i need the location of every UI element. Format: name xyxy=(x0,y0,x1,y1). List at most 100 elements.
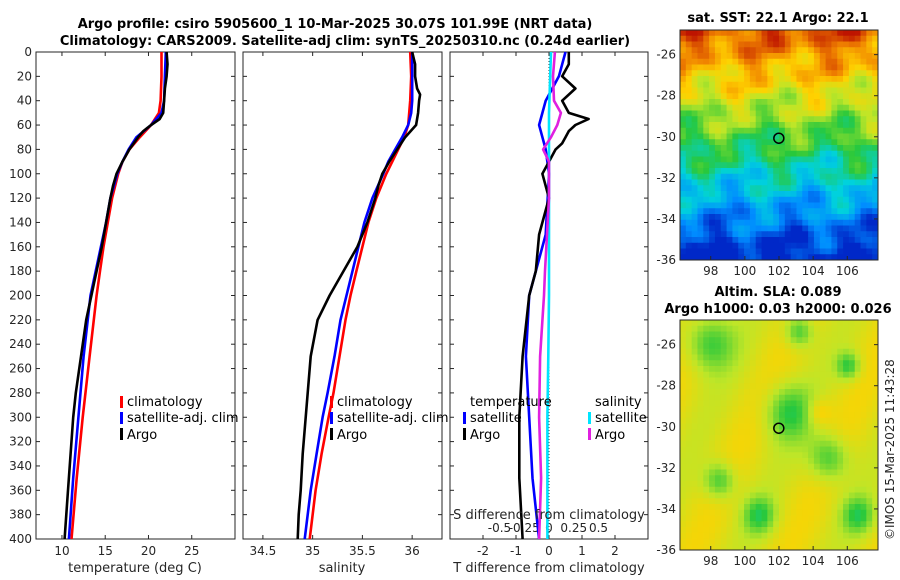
map-cell xyxy=(831,389,838,396)
y-tick-label: -34 xyxy=(656,502,676,516)
map-cell xyxy=(843,156,850,163)
map-cell xyxy=(802,492,809,499)
map-cell xyxy=(685,377,693,384)
map-cell xyxy=(790,544,797,551)
map-cell xyxy=(808,400,815,407)
map-cell xyxy=(761,30,768,37)
map-cell xyxy=(860,110,867,117)
map-cell xyxy=(714,185,722,192)
map-cell xyxy=(755,320,762,327)
map-cell xyxy=(808,99,815,106)
map-cell xyxy=(784,122,792,129)
map-cell xyxy=(854,394,861,401)
map-cell xyxy=(767,423,774,430)
map-cell xyxy=(802,348,809,355)
map-cell xyxy=(773,202,780,209)
map-cell xyxy=(813,504,821,511)
map-cell xyxy=(709,64,716,71)
map-cell xyxy=(854,521,861,528)
map-cell xyxy=(866,532,873,539)
map-cell xyxy=(691,179,698,186)
map-cell xyxy=(773,248,780,255)
map-cell xyxy=(866,406,873,413)
map-cell xyxy=(691,87,698,94)
map-cell xyxy=(860,515,867,522)
map-cell xyxy=(732,219,739,226)
map-cell xyxy=(866,133,873,140)
map-cell xyxy=(784,423,792,430)
map-cell xyxy=(720,219,727,226)
map-cell xyxy=(703,196,710,203)
map-cell xyxy=(790,231,797,238)
map-cell xyxy=(825,133,832,140)
map-cell xyxy=(866,400,873,407)
map-cell xyxy=(796,337,803,344)
map-cell xyxy=(784,412,792,419)
map-cell xyxy=(709,406,716,413)
map-cell xyxy=(749,248,757,255)
map-cell xyxy=(738,423,745,430)
map-cell xyxy=(843,406,850,413)
map-cell xyxy=(749,99,757,106)
argo-location-marker xyxy=(773,132,785,144)
map-cell xyxy=(866,383,873,390)
map-cell xyxy=(860,70,867,77)
map-cell xyxy=(813,214,821,221)
map-cell xyxy=(784,99,792,106)
map-cell xyxy=(703,150,710,157)
map-cell xyxy=(703,214,710,221)
map-cell xyxy=(697,104,704,111)
map-cell xyxy=(726,429,733,436)
map-cell xyxy=(697,394,704,401)
map-cell xyxy=(843,104,850,111)
map-cell xyxy=(843,417,850,424)
map-cell xyxy=(709,225,716,232)
map-cell xyxy=(808,446,815,453)
map-cell xyxy=(749,202,757,209)
map-cell xyxy=(843,435,850,442)
y-tick-label: -30 xyxy=(656,420,676,434)
map-cell xyxy=(866,320,873,327)
map-cell xyxy=(720,383,727,390)
map-cell xyxy=(738,196,745,203)
map-cell xyxy=(854,41,861,48)
map-cell xyxy=(866,145,873,152)
map-cell xyxy=(802,435,809,442)
map-cell xyxy=(808,412,815,419)
map-cell xyxy=(779,150,786,157)
map-cell xyxy=(720,99,727,106)
map-cell xyxy=(790,185,797,192)
map-cell xyxy=(697,150,704,157)
map-cell xyxy=(825,325,832,332)
map-cell xyxy=(738,383,745,390)
map-cell xyxy=(703,104,710,111)
map-cell xyxy=(691,58,698,65)
map-cell xyxy=(784,417,792,424)
map-cell xyxy=(779,400,786,407)
map-cell xyxy=(860,492,867,499)
map-cell xyxy=(854,70,861,77)
map-cell xyxy=(726,400,733,407)
map-cell xyxy=(697,515,704,522)
map-cell xyxy=(738,156,745,163)
map-cell xyxy=(732,196,739,203)
map-cell xyxy=(732,30,739,37)
map-cell xyxy=(709,435,716,442)
map-cell xyxy=(848,53,856,60)
map-cell xyxy=(703,58,710,65)
map-cell xyxy=(848,133,856,140)
map-cell xyxy=(761,343,768,350)
map-cell xyxy=(860,423,867,430)
map-cell xyxy=(697,481,704,488)
map-cell xyxy=(813,104,821,111)
map-cell xyxy=(685,173,693,180)
map-cell xyxy=(680,150,687,157)
map-cell xyxy=(802,122,809,129)
map-cell xyxy=(732,463,739,470)
map-cell xyxy=(714,248,722,255)
map-cell xyxy=(732,76,739,83)
map-cell xyxy=(749,527,757,534)
map-cell xyxy=(813,41,821,48)
map-cell xyxy=(796,371,803,378)
map-cell xyxy=(697,81,704,88)
